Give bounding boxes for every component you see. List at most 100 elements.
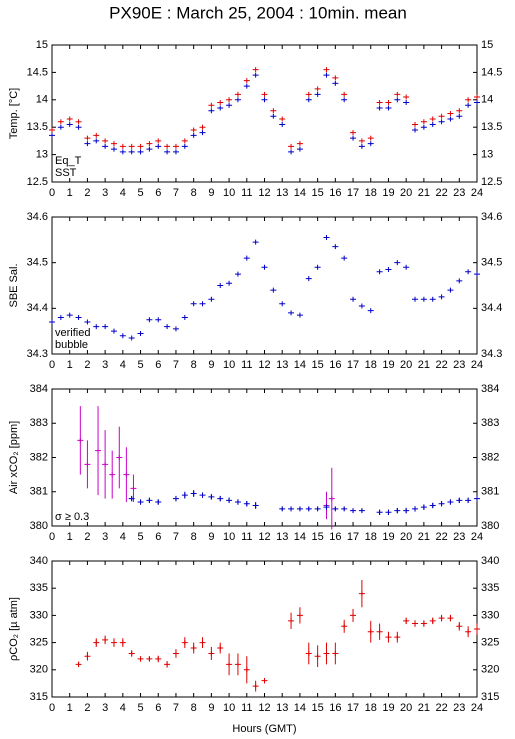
data-point (243, 667, 250, 673)
data-point (332, 244, 339, 250)
data-point (403, 618, 410, 624)
data-point (208, 296, 215, 302)
data-point (288, 310, 295, 316)
data-point (93, 132, 100, 138)
data-point (332, 650, 339, 656)
data-point (119, 333, 126, 339)
data-point (314, 506, 321, 512)
data-point (323, 650, 330, 656)
data-point (341, 255, 348, 261)
data-point (110, 141, 117, 147)
data-point (412, 296, 419, 302)
data-point (155, 656, 162, 662)
x-tick-label: 13 (276, 359, 288, 371)
x-tick-label: 13 (276, 702, 288, 714)
y-tick-label: 13.5 (27, 121, 48, 133)
x-tick-label: 19 (382, 187, 394, 199)
data-point (95, 448, 102, 454)
x-tick-label: 7 (173, 531, 179, 543)
data-point (376, 509, 383, 515)
x-tick-label: 18 (365, 702, 377, 714)
data-point (84, 319, 91, 325)
data-point (261, 678, 268, 684)
data-point (128, 496, 135, 502)
data-point (57, 119, 64, 125)
data-point (234, 661, 241, 667)
data-point (181, 138, 188, 144)
legend-label: σ ≥ 0.3 (55, 511, 89, 523)
data-point (49, 319, 55, 325)
data-point (350, 296, 357, 302)
data-point (155, 138, 162, 144)
x-tick-label: 16 (329, 702, 341, 714)
data-point (123, 472, 130, 478)
data-point (217, 283, 224, 288)
data-point (243, 83, 250, 89)
x-tick-label: 22 (435, 187, 447, 199)
data-point (367, 141, 374, 147)
x-tick-label: 2 (84, 187, 90, 199)
x-tick-label: 24 (471, 531, 483, 543)
x-tick-label: 20 (400, 702, 412, 714)
data-point (130, 485, 137, 491)
data-point (234, 271, 241, 277)
data-point (465, 102, 472, 108)
data-point (358, 138, 365, 144)
y-tick-label: 14 (36, 94, 48, 106)
data-point (93, 640, 100, 646)
x-tick-label: 6 (155, 187, 161, 199)
x-tick-label: 11 (241, 359, 252, 371)
legend-label: SST (55, 167, 77, 179)
y-tick-label: 382 (30, 451, 48, 463)
data-point (288, 506, 295, 512)
y-tick-label: 34.3 (481, 348, 502, 360)
data-point (128, 149, 135, 155)
data-point (394, 91, 401, 97)
data-point (181, 492, 188, 498)
x-tick-label: 23 (453, 531, 465, 543)
data-point (412, 121, 419, 127)
x-tick-label: 12 (258, 187, 270, 199)
data-point (102, 461, 109, 467)
data-point (146, 317, 153, 323)
data-point (420, 124, 427, 130)
x-tick-label: 1 (67, 702, 73, 714)
data-point (447, 111, 454, 116)
y-tick-label: 380 (481, 520, 499, 532)
y-tick-label: 34.5 (27, 257, 48, 269)
data-point (288, 618, 295, 624)
x-tick-label: 14 (294, 359, 306, 371)
x-tick-label: 0 (49, 187, 55, 199)
x-tick-label: 0 (49, 531, 55, 543)
data-point (77, 437, 84, 443)
data-point (314, 86, 321, 92)
data-point (385, 634, 392, 640)
data-point (270, 113, 277, 119)
data-point (279, 121, 286, 127)
data-point (146, 656, 153, 662)
data-point (412, 127, 419, 133)
data-point (456, 278, 463, 284)
data-point (279, 116, 286, 122)
data-point (116, 455, 123, 460)
data-point (323, 72, 330, 78)
y-axis-label: SBE Sal. (8, 263, 20, 307)
x-tick-label: 1 (67, 187, 73, 199)
data-point (261, 264, 268, 270)
data-point (172, 496, 179, 502)
y-tick-label: 34.6 (481, 211, 502, 223)
data-point (420, 119, 427, 125)
x-tick-label: 16 (329, 531, 341, 543)
data-point (155, 499, 162, 505)
data-point (243, 78, 250, 84)
x-tick-label: 4 (120, 531, 126, 543)
data-point (447, 116, 454, 122)
data-point (137, 149, 144, 155)
data-point (412, 506, 419, 512)
data-point (394, 508, 401, 514)
x-tick-label: 19 (382, 531, 394, 543)
x-tick-label: 12 (258, 359, 270, 371)
data-point (137, 330, 144, 336)
data-point (323, 504, 330, 510)
x-tick-label: 21 (418, 359, 430, 371)
